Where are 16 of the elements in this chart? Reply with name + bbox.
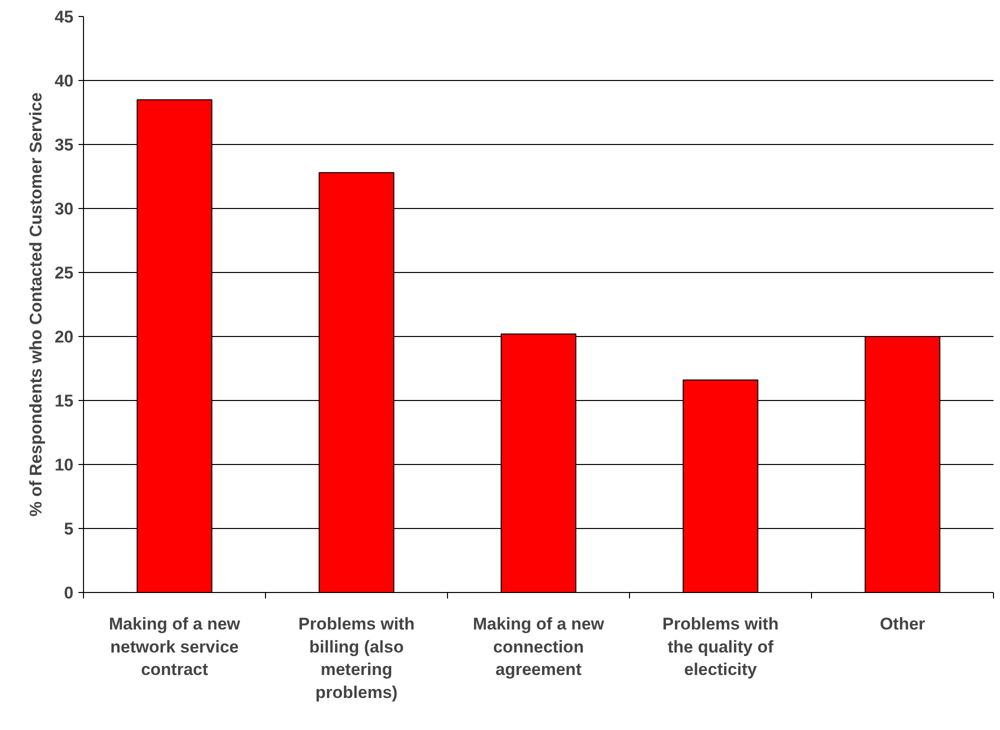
y-tick-label: 0: [64, 584, 74, 602]
x-tick-label: Making of a new connection agreement: [472, 614, 605, 680]
y-tick-label: 30: [54, 200, 74, 218]
x-tick-label: Problems with the quality of electicity: [662, 614, 779, 680]
y-tick-label: 10: [54, 456, 74, 474]
y-tick-label: 15: [54, 392, 74, 410]
y-tick-label: 25: [54, 264, 74, 282]
y-tick-label: 35: [54, 136, 74, 154]
y-tick-label: 40: [54, 72, 74, 90]
x-tick-label: Other: [880, 614, 926, 634]
x-tick-label: Making of a new network service contract: [108, 614, 241, 680]
x-tick-label: Problems with billing (also metering problems): [298, 614, 415, 702]
y-tick-label: 5: [64, 520, 74, 538]
y-tick-label: 45: [54, 8, 74, 26]
y-axis-title: % of Respondents who Contacted Customer Service: [26, 92, 46, 517]
y-tick-label: 20: [54, 328, 74, 346]
